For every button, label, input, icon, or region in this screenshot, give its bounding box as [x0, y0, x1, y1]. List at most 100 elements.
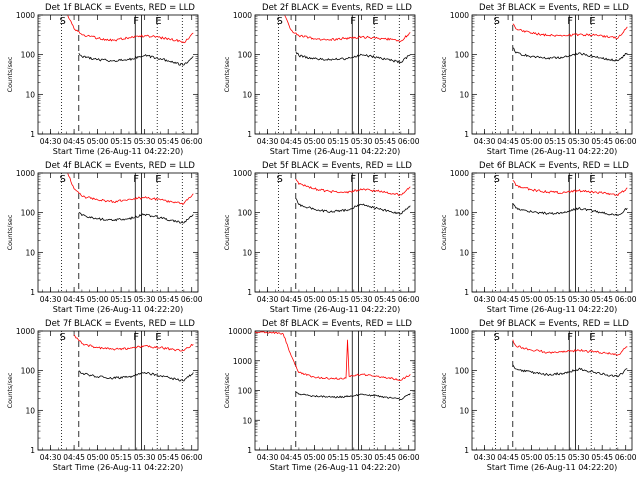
x-tick-label: 04:45 [63, 137, 85, 146]
y-tick-label: 1000 [233, 11, 252, 20]
events-series-line [512, 364, 628, 378]
plot-frame [471, 14, 633, 135]
lld-series-line [67, 15, 194, 44]
x-axis-label: Start Time (26-Aug-11 04:22:20) [53, 305, 184, 314]
lld-series-line [284, 15, 411, 42]
y-tick-label: 1 [464, 288, 469, 297]
x-tick-label: 04:30 [40, 453, 62, 462]
chart-panel: Det 3f BLACK = Events, RED = LLD 1 10 100 10… [440, 3, 637, 156]
chart-panel: Det 4f BLACK = Events, RED = LLD 1 10 100 10… [6, 161, 203, 314]
x-tick-label: 05:00 [521, 295, 543, 304]
marker-label: S [277, 16, 283, 27]
marker-label: E [372, 16, 378, 27]
x-tick-label: 04:45 [497, 137, 519, 146]
y-tick-label: 100 [21, 51, 36, 60]
y-tick-label: 10 [242, 90, 252, 99]
x-tick-label: 05:45 [591, 453, 613, 462]
lld-series-line [67, 173, 194, 205]
x-axis-label: Start Time (26-Aug-11 04:22:20) [270, 305, 401, 314]
x-tick-label: 04:45 [63, 453, 85, 462]
x-tick-label: 04:30 [40, 295, 62, 304]
x-tick-label: 05:30 [134, 295, 156, 304]
chart-panel: Det 1f BLACK = Events, RED = LLD 1 10 100 10… [6, 3, 203, 156]
x-tick-label: 05:15 [110, 295, 132, 304]
plot-frame [37, 172, 199, 293]
x-tick-label: 05:00 [304, 137, 326, 146]
y-tick-label: 1000 [450, 327, 469, 336]
x-tick-label: 05:15 [544, 453, 566, 462]
x-tick-label: 05:00 [304, 295, 326, 304]
events-series-line [295, 198, 411, 215]
marker-label: E [372, 174, 378, 185]
x-tick-label: 05:00 [521, 453, 543, 462]
events-series-line [295, 51, 411, 64]
x-tick-label: 05:15 [327, 137, 349, 146]
marker-label: F [567, 174, 573, 185]
lld-series-line [512, 23, 628, 39]
marker-label: E [155, 16, 161, 27]
y-tick-label: 1000 [450, 169, 469, 178]
lld-series-line [295, 178, 411, 197]
x-axis-label: Start Time (26-Aug-11 04:22:20) [487, 463, 618, 472]
x-tick-label: 06:00 [181, 295, 203, 304]
marker-label: S [494, 174, 500, 185]
x-tick-label: 05:30 [568, 453, 590, 462]
x-axis-label: Start Time (26-Aug-11 04:22:20) [53, 463, 184, 472]
x-tick-label: 06:00 [181, 453, 203, 462]
chart-panel: Det 7f BLACK = Events, RED = LLD 1 10 100 10… [6, 319, 203, 472]
plot-frame [471, 172, 633, 293]
y-axis-label: Counts/sec [223, 214, 231, 250]
x-tick-label: 05:30 [351, 453, 373, 462]
marker-label: F [133, 332, 139, 343]
chart-title: Det 7f BLACK = Events, RED = LLD [45, 319, 195, 329]
x-tick-label: 05:00 [87, 453, 109, 462]
x-axis-label: Start Time (26-Aug-11 04:22:20) [270, 147, 401, 156]
y-tick-label: 10 [25, 90, 35, 99]
x-tick-label: 06:00 [615, 137, 637, 146]
x-tick-label: 05:15 [544, 295, 566, 304]
chart-title: Det 6f BLACK = Events, RED = LLD [479, 161, 629, 171]
x-tick-label: 05:30 [568, 295, 590, 304]
x-tick-label: 06:00 [398, 137, 420, 146]
y-tick-label: 100 [21, 209, 36, 218]
marker-label: E [155, 332, 161, 343]
chart-title: Det 5f BLACK = Events, RED = LLD [262, 161, 412, 171]
y-tick-label: 1000 [16, 327, 35, 336]
marker-label: F [350, 174, 356, 185]
x-tick-label: 05:30 [568, 137, 590, 146]
events-series-line [78, 52, 194, 66]
x-tick-label: 04:45 [280, 137, 302, 146]
y-tick-label: 1000 [16, 11, 35, 20]
events-series-line [295, 391, 411, 401]
plot-frame [37, 330, 199, 451]
lld-series-line [73, 334, 194, 352]
x-tick-label: 05:30 [351, 137, 373, 146]
y-tick-label: 100 [21, 367, 36, 376]
marker-label: E [589, 16, 595, 27]
y-axis-label: Counts/sec [6, 214, 14, 250]
marker-label: F [567, 16, 573, 27]
y-tick-label: 100 [238, 51, 253, 60]
x-tick-label: 06:00 [181, 137, 203, 146]
y-tick-label: 1 [247, 130, 252, 139]
chart-title: Det 3f BLACK = Events, RED = LLD [479, 3, 629, 13]
lld-series-line [512, 339, 628, 356]
y-tick-label: 100 [238, 387, 253, 396]
y-axis-label: Counts/sec [440, 214, 448, 250]
x-tick-label: 04:45 [63, 295, 85, 304]
marker-label: S [60, 174, 66, 185]
x-tick-label: 05:00 [87, 295, 109, 304]
y-tick-label: 1000 [450, 11, 469, 20]
y-tick-label: 1 [464, 446, 469, 455]
y-tick-label: 100 [455, 51, 470, 60]
marker-label: F [133, 174, 139, 185]
x-tick-label: 05:00 [304, 453, 326, 462]
y-tick-label: 100 [238, 209, 253, 218]
y-tick-label: 100 [455, 367, 470, 376]
x-tick-label: 05:15 [327, 295, 349, 304]
x-tick-label: 05:15 [110, 453, 132, 462]
x-tick-label: 05:00 [87, 137, 109, 146]
x-tick-label: 05:30 [134, 137, 156, 146]
y-tick-label: 1000 [233, 169, 252, 178]
